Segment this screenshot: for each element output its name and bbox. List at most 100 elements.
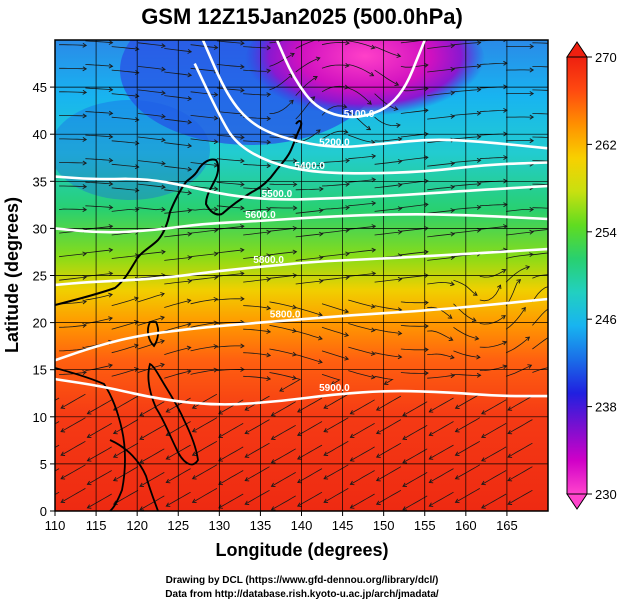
streamline [295,280,323,285]
streamline-arrow [367,100,372,105]
streamline-arrow [454,475,460,480]
coastline-japan [221,120,303,215]
streamline [374,138,402,142]
streamline-arrow [82,42,88,48]
streamline-arrow [507,429,513,435]
streamline [85,181,113,185]
streamline-arrow [344,332,350,338]
streamline-arrow [319,163,324,168]
streamline-arrow [213,186,219,192]
streamline-arrow [476,181,482,187]
streamline [190,229,218,234]
streamline [374,207,402,212]
streamline [295,57,320,73]
streamline [295,307,323,316]
streamline-arrow [345,181,350,187]
x-tick-label: 150 [373,518,395,533]
streamline-arrow [375,406,381,411]
streamline-arrow [556,89,560,93]
x-tick-label: 120 [126,518,148,533]
y-tick-label: 35 [33,174,47,189]
streamline-arrow [371,200,377,206]
streamline [532,337,548,350]
streamline [374,69,399,86]
streamline-arrow [450,184,456,190]
streamline-arrow [108,204,114,210]
streamline-arrow [139,435,145,440]
streamline [400,325,429,327]
streamline [348,249,376,254]
streamline-arrow [186,369,192,375]
streamline-arrow [108,87,114,93]
streamline [87,446,112,462]
streamline-arrow [501,268,507,274]
contour-label: 5500.0 [262,189,293,200]
streamline [402,401,428,416]
x-tick-label: 115 [86,518,107,533]
streamline [111,163,139,168]
streamline [113,419,139,434]
streamline [59,185,87,188]
streamline-arrow [266,45,272,51]
streamline [479,109,507,112]
streamline-arrow [112,429,118,435]
contour-label: 5600.0 [245,210,276,221]
streamline-arrow [213,296,219,302]
streamline [216,158,244,162]
streamline-arrow [549,306,553,310]
streamline-arrow [529,67,535,73]
streamline [506,253,533,259]
streamline [402,424,428,440]
streamline [59,253,87,258]
streamline-arrow [318,255,324,261]
streamline [243,163,271,167]
streamline [348,111,371,130]
streamline [453,183,481,187]
colorbar: 270 262 254 246 238 230 [566,41,617,510]
streamline [453,206,481,210]
contour-line [55,297,548,362]
streamline [164,323,191,332]
streamline [505,266,530,283]
streamline [85,64,113,67]
streamline-arrow [133,367,139,372]
cold-west [55,100,210,200]
streamline [59,162,87,164]
streamline [350,399,375,415]
contour-label: 5900.0 [319,383,350,394]
streamline [374,278,402,283]
streamline [113,489,139,505]
streamline [453,65,481,69]
streamline-arrow [191,475,197,480]
streamline-arrow [297,431,302,437]
streamline [139,448,165,464]
streamline-arrow [450,43,456,49]
streamline-arrow [349,433,355,439]
streamline-arrow [424,62,429,68]
streamline [348,134,375,143]
streamline-arrow [279,387,284,392]
streamline-arrow [371,153,377,159]
streamline [85,225,113,230]
streamline-arrow [240,205,245,211]
y-tick-label: 10 [33,410,47,425]
streamline [243,278,271,283]
streamline-arrow [218,504,223,509]
streamline [453,374,481,376]
streamline [532,160,548,162]
streamline-arrow [449,354,455,360]
streamline [295,330,323,340]
streamline-arrow [317,312,323,317]
streamline [87,399,112,415]
streamline [218,446,244,462]
streamline-arrow [108,157,114,163]
contour-line [201,40,548,150]
streamline [192,417,218,432]
streamline [402,448,428,464]
streamline [350,446,375,462]
streamline [295,40,318,49]
streamline [190,276,218,281]
streamline [479,62,507,65]
streamline-arrow [108,316,113,322]
streamline-arrow [266,229,271,235]
